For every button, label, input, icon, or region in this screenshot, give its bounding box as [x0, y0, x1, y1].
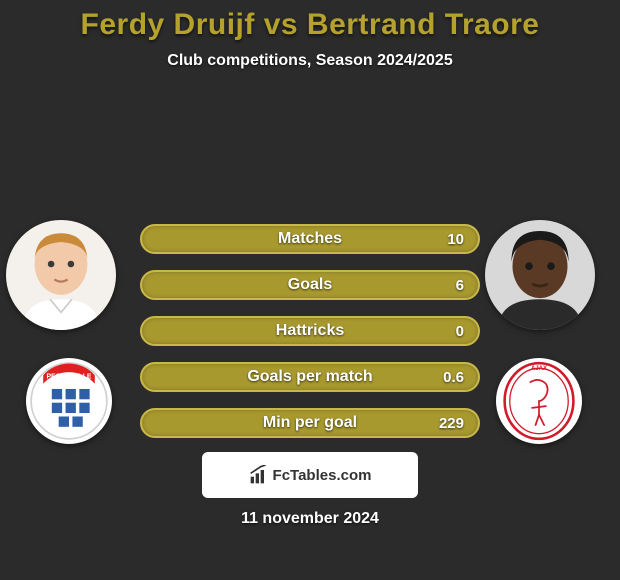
stat-value-right: 229: [439, 415, 464, 432]
club-right-avatar: AJAX: [496, 358, 582, 444]
stat-value-right: 0.6: [443, 369, 464, 386]
date-text: 11 november 2024: [241, 510, 379, 528]
stat-bar: Goals per match 0.6: [140, 362, 480, 392]
stat-bars: Matches 10 Goals 6 Hattricks 0 Goals per match…: [140, 224, 480, 454]
comparison-infographic: Ferdy Druijf vs Bertrand Traore Club com…: [0, 0, 620, 580]
subtitle: Club competitions, Season 2024/2025: [0, 52, 620, 70]
stat-bar: Min per goal 229: [140, 408, 480, 438]
stat-bar: Goals 6: [140, 270, 480, 300]
stat-value-right: 0: [456, 323, 464, 340]
player-left-icon: [6, 220, 116, 330]
stat-bar: Matches 10: [140, 224, 480, 254]
fctables-logo: FcTables.com: [202, 452, 418, 498]
svg-text:AJAX: AJAX: [531, 366, 547, 372]
player-right-avatar: [485, 220, 595, 330]
stat-label: Matches: [278, 230, 342, 248]
club-left-avatar: PEC ZWOLLE: [26, 358, 112, 444]
logo-text: FcTables.com: [273, 467, 372, 484]
club-left-label: PEC ZWOLLE: [46, 374, 91, 381]
stat-label: Min per goal: [263, 414, 357, 432]
stat-label: Hattricks: [276, 322, 344, 340]
stat-bar: Hattricks 0: [140, 316, 480, 346]
page-title: Ferdy Druijf vs Bertrand Traore: [0, 8, 620, 42]
club-right-icon: AJAX: [496, 358, 582, 444]
stat-value-right: 6: [456, 277, 464, 294]
stat-label: Goals: [288, 276, 332, 294]
player-right-icon: [485, 220, 595, 330]
player-left-avatar: [6, 220, 116, 330]
chart-icon: [249, 465, 269, 485]
stat-label: Goals per match: [247, 368, 372, 386]
stat-value-right: 10: [447, 231, 464, 248]
club-left-icon: PEC ZWOLLE: [26, 358, 112, 444]
